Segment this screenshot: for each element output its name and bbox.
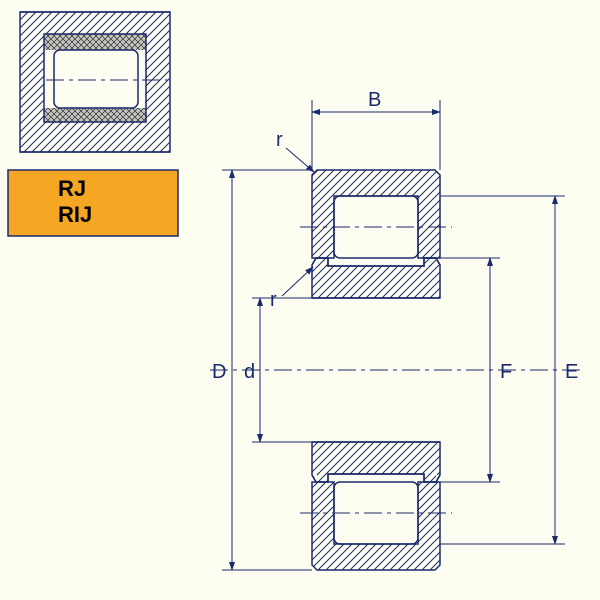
type-badge: RJ RIJ bbox=[8, 170, 178, 236]
dim-B: B bbox=[368, 89, 381, 111]
dim-E: E bbox=[565, 361, 578, 383]
inset-section bbox=[20, 12, 170, 152]
dim-F: F bbox=[500, 361, 512, 383]
badge-line2: RIJ bbox=[58, 202, 92, 227]
dim-d: d bbox=[244, 361, 255, 383]
main-section: B D d F E r r bbox=[210, 89, 580, 570]
dim-D: D bbox=[212, 361, 226, 383]
bearing-diagram: RJ RIJ bbox=[0, 0, 600, 600]
dim-r1: r bbox=[276, 129, 283, 151]
badge-line1: RJ bbox=[58, 176, 86, 201]
dim-r2: r bbox=[270, 289, 277, 311]
